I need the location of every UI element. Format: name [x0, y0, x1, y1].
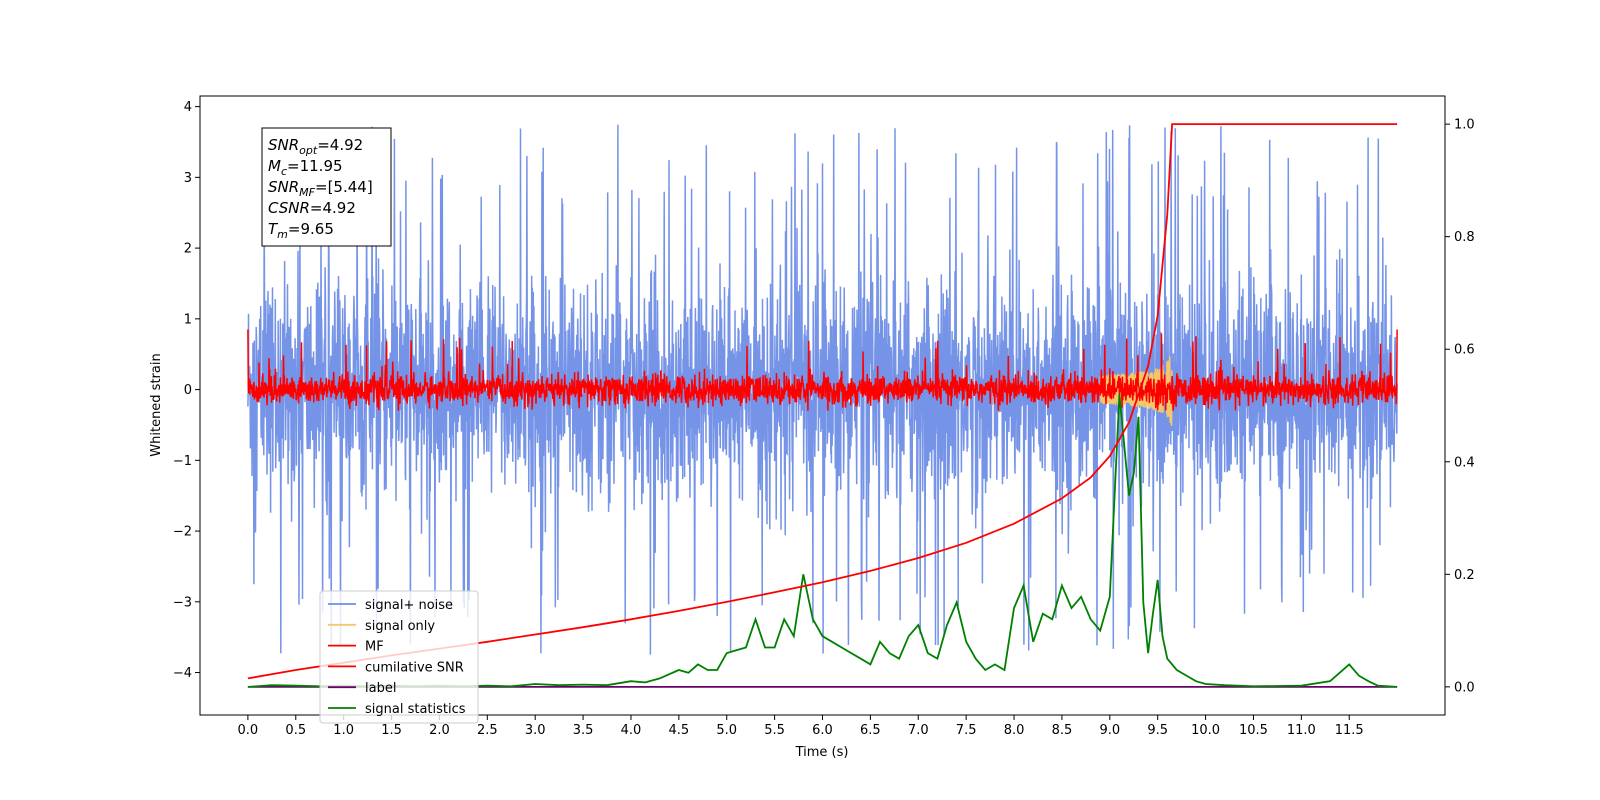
y-tick-label: −1: [173, 454, 192, 469]
y-tick-label: −2: [173, 525, 192, 540]
y2-tick-label: 0.0: [1454, 680, 1475, 695]
y-tick-label: 3: [184, 171, 192, 186]
legend-label: signal+ noise: [365, 598, 453, 613]
y-tick-label: 4: [184, 100, 192, 115]
series-signal-statistics-line: [247, 394, 1398, 688]
y-tick-label: 0: [184, 383, 192, 398]
annotation-line: SNRMF=[5.44]: [268, 178, 373, 199]
x-tick-label: 3.5: [573, 723, 594, 738]
x-tick-label: 1.5: [381, 723, 402, 738]
series-signal-noise-line: [247, 124, 1398, 655]
x-tick-label: 8.0: [1004, 723, 1025, 738]
x-tick-label: 1.0: [333, 723, 354, 738]
x-tick-label: 2.5: [477, 723, 498, 738]
x-tick-label: 6.0: [812, 723, 833, 738]
x-tick-label: 10.0: [1191, 723, 1220, 738]
x-tick-label: 5.5: [764, 723, 785, 738]
legend-label: MF: [365, 640, 384, 655]
y2-tick-label: 0.8: [1454, 230, 1475, 245]
x-tick-label: 11.5: [1335, 723, 1364, 738]
annotation-line: CSNR=4.92: [268, 199, 356, 217]
x-tick-label: 2.0: [429, 723, 450, 738]
x-tick-label: 0.0: [238, 723, 259, 738]
y2-tick-label: 1.0: [1454, 118, 1475, 133]
x-tick-label: 9.5: [1147, 723, 1168, 738]
x-tick-label: 3.0: [525, 723, 546, 738]
legend-label: cumilative SNR: [365, 660, 464, 675]
annotation-box: SNRopt=4.92Mc=11.95SNRMF=[5.44]CSNR=4.92…: [261, 127, 392, 247]
y2-tick-label: 0.6: [1454, 343, 1475, 358]
legend-label: label: [365, 681, 396, 696]
y-axis-label: Whitened strain: [149, 353, 164, 456]
y-tick-label: −4: [173, 666, 192, 681]
y-tick-label: 1: [184, 312, 192, 327]
legend-label: signal statistics: [365, 702, 466, 717]
x-tick-label: 9.0: [1099, 723, 1120, 738]
x-tick-label: 4.0: [621, 723, 642, 738]
x-tick-label: 8.5: [1052, 723, 1073, 738]
y-tick-label: 2: [184, 242, 192, 257]
y2-tick-label: 0.4: [1454, 455, 1475, 470]
x-tick-label: 11.0: [1287, 723, 1316, 738]
x-tick-label: 4.5: [669, 723, 690, 738]
annotation-line: SNRopt=4.92: [268, 136, 363, 157]
x-tick-label: 6.5: [860, 723, 881, 738]
legend: signal+ noise signal only MF cumilative SNR…: [319, 590, 479, 724]
x-axis-label: Time (s): [795, 745, 849, 760]
y-tick-label: −3: [173, 595, 192, 610]
y2-tick-label: 0.2: [1454, 568, 1475, 583]
x-tick-label: 5.0: [716, 723, 737, 738]
x-tick-label: 10.5: [1239, 723, 1268, 738]
x-tick-label: 0.5: [285, 723, 306, 738]
annotation-line: Tm=9.65: [268, 220, 334, 241]
legend-label: signal only: [365, 619, 435, 634]
series-mf-line: [247, 329, 1398, 412]
x-tick-label: 7.0: [908, 723, 929, 738]
x-tick-label: 7.5: [956, 723, 977, 738]
annotation-line: Mc=11.95: [268, 157, 343, 178]
